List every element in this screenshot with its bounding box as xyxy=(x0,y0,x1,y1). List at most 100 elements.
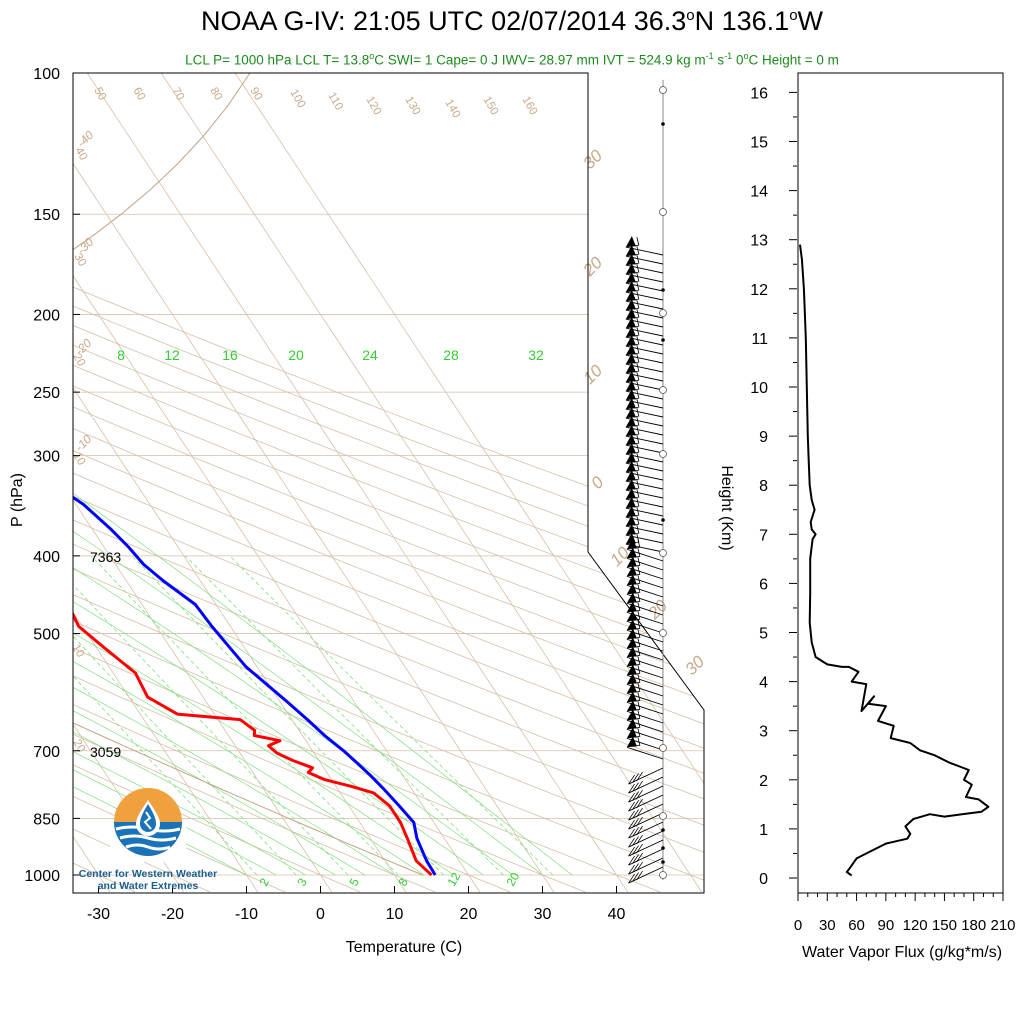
parcel-path xyxy=(73,73,423,876)
dry-adiabat-label: 160 xyxy=(519,95,539,118)
mixing-ratio-label: 2 xyxy=(256,875,272,888)
isotherm-label: -10 xyxy=(72,432,94,454)
logo-text-line1: Center for Western Weather xyxy=(78,868,218,880)
dry-adiabat-line xyxy=(73,73,704,893)
moist-adiabat-line xyxy=(73,347,454,876)
flux-x-tick-label: 180 xyxy=(961,917,986,934)
flux-y-tick-label: 3 xyxy=(759,724,768,741)
dry-adiabat-label: 120 xyxy=(363,95,383,118)
dry-adiabat-label: 40 xyxy=(72,146,89,163)
flux-y-axis-label: Height (Km) xyxy=(718,465,735,550)
y-tick-label: 1000 xyxy=(24,868,60,885)
wind-barb xyxy=(628,848,664,866)
wind-calm-dot xyxy=(661,338,665,342)
moist-adiabat-label: 32 xyxy=(528,347,544,363)
wind-barb xyxy=(628,866,664,884)
mixing-ratio-line xyxy=(229,555,554,876)
wind-barb xyxy=(628,830,664,848)
dry-adiabat-line xyxy=(73,73,704,893)
y-tick-label: 100 xyxy=(33,66,60,83)
flux-y-tick-label: 9 xyxy=(759,429,768,446)
flux-x-tick-label: 90 xyxy=(878,917,895,934)
wind-calm-dot xyxy=(661,860,665,864)
wind-calm-circle xyxy=(659,744,667,752)
mixing-ratio-label: 12 xyxy=(444,870,463,889)
wind-calm-circle xyxy=(659,86,667,94)
wind-calm-dot xyxy=(661,518,665,522)
dry-adiabat-line xyxy=(73,73,586,893)
isotherm-label-right: 30 xyxy=(579,146,606,173)
isotherm-label-right: 20 xyxy=(579,253,607,281)
wind-calm-dot xyxy=(661,288,665,292)
wind-barb xyxy=(628,785,664,803)
moist-adiabat-label: 12 xyxy=(164,347,180,363)
moist-adiabat-line xyxy=(73,347,425,876)
isotherm-line xyxy=(86,73,629,893)
x-tick-label: -30 xyxy=(87,906,110,923)
cw3e-logo-icon xyxy=(110,788,186,862)
dry-adiabat-line xyxy=(73,73,704,893)
dry-adiabat-line xyxy=(73,73,704,893)
dewpoint-profile xyxy=(73,260,433,877)
wind-barb xyxy=(628,794,664,812)
wind-calm-circle xyxy=(659,309,667,317)
background-lines xyxy=(73,73,704,893)
x-tick-label: 0 xyxy=(316,906,325,923)
dry-adiabat-line xyxy=(73,73,661,893)
logo-text-line2: and Water Extremes xyxy=(97,880,199,892)
mixing-ratio-line xyxy=(73,555,297,876)
y-tick-label: 400 xyxy=(33,549,60,566)
water-vapor-flux-line xyxy=(799,244,990,877)
moist-adiabat-line xyxy=(73,347,573,876)
dry-adiabat-label: 100 xyxy=(287,88,307,111)
wind-calm-circle xyxy=(659,629,667,637)
isotherm-label-right: 10 xyxy=(579,361,606,388)
wind-calm-circle xyxy=(659,549,667,557)
flux-x-tick-label: 60 xyxy=(848,917,865,934)
wind-barb xyxy=(628,767,664,785)
wind-calm-circle xyxy=(659,386,667,394)
dry-adiabat-line xyxy=(73,73,704,893)
dry-adiabat-label: 30 xyxy=(71,252,88,269)
flux-y-tick-label: 0 xyxy=(759,871,768,888)
flux-x-tick-label: 0 xyxy=(794,917,802,934)
mixing-ratio-label: 3 xyxy=(294,875,310,888)
wind-calm-circle xyxy=(659,450,667,458)
y-axis-label: P (hPa) xyxy=(9,473,26,527)
isotherm-label: 30 xyxy=(681,652,708,679)
flux-x-tick-label: 120 xyxy=(903,917,928,934)
dry-adiabat-line xyxy=(73,73,704,893)
moist-adiabat-line xyxy=(73,347,543,876)
dry-adiabat-label: 130 xyxy=(402,95,422,118)
flux-y-tick-label: 14 xyxy=(750,184,768,201)
isotherm-line xyxy=(73,73,555,893)
mixing-ratio-line xyxy=(90,555,399,876)
isotherm-line xyxy=(234,73,704,893)
y-tick-label: 150 xyxy=(33,207,60,224)
isotherm-label: 0 xyxy=(587,472,608,493)
isotherm-line xyxy=(73,73,259,893)
isotherm-line xyxy=(73,73,333,893)
y-tick-label: 700 xyxy=(33,744,60,761)
flux-frame xyxy=(797,72,1004,894)
x-tick-label: 40 xyxy=(608,906,626,923)
x-tick-label: 20 xyxy=(460,906,478,923)
wind-calm-circle xyxy=(659,871,667,879)
wind-barb xyxy=(628,803,664,821)
moist-adiabat-label: 8 xyxy=(117,347,125,363)
isotherm-line xyxy=(73,73,407,893)
mixing-ratio-line xyxy=(73,555,349,876)
dry-adiabat-line xyxy=(73,73,704,893)
moist-adiabat-line xyxy=(73,347,395,876)
flux-y-tick-label: 15 xyxy=(750,135,768,152)
dry-adiabat-line xyxy=(73,73,211,893)
dry-adiabat-label: 10 xyxy=(70,451,87,468)
mixing-ratio-label: 5 xyxy=(346,875,362,888)
x-tick-label: 30 xyxy=(534,906,552,923)
wind-barb xyxy=(628,821,664,839)
height-annotation: 7363 xyxy=(90,549,121,565)
flux-y-tick-label: 5 xyxy=(759,626,768,643)
wind-calm-dot xyxy=(661,828,665,832)
